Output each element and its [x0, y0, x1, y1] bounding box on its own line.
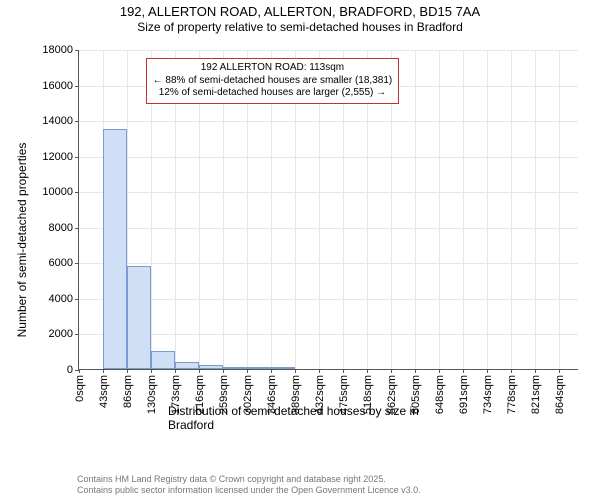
xtick-mark: [271, 369, 272, 373]
gridline-h: [79, 121, 578, 122]
gridline-h: [79, 192, 578, 193]
gridline-h: [79, 334, 578, 335]
histogram-bar: [103, 129, 127, 369]
ytick-label: 14000: [42, 115, 79, 127]
xtick-mark: [559, 369, 560, 373]
gridline-h: [79, 299, 578, 300]
gridline-v: [559, 50, 560, 369]
chart-container: Number of semi-detached properties 02000…: [28, 40, 588, 440]
gridline-v: [463, 50, 464, 369]
gridline-h: [79, 157, 578, 158]
histogram-bar: [223, 367, 247, 369]
xtick-mark: [79, 369, 80, 373]
xtick-label: 0sqm: [72, 375, 86, 402]
title-line2: Size of property relative to semi-detach…: [0, 20, 600, 34]
annotation-line1: 192 ALLERTON ROAD: 113sqm: [153, 62, 393, 75]
xtick-label: 864sqm: [552, 375, 566, 414]
xtick-mark: [175, 369, 176, 373]
gridline-h: [79, 263, 578, 264]
gridline-v: [439, 50, 440, 369]
xtick-label: 86sqm: [120, 375, 134, 408]
gridline-h: [79, 228, 578, 229]
ytick-label: 8000: [49, 222, 79, 234]
xtick-mark: [439, 369, 440, 373]
ytick-label: 4000: [49, 293, 79, 305]
y-axis-label: Number of semi-detached properties: [15, 143, 29, 338]
xtick-mark: [487, 369, 488, 373]
histogram-bar: [127, 266, 151, 369]
gridline-h: [79, 50, 578, 51]
title-line1: 192, ALLERTON ROAD, ALLERTON, BRADFORD, …: [0, 4, 600, 20]
xtick-mark: [103, 369, 104, 373]
xtick-mark: [223, 369, 224, 373]
histogram-bar: [175, 362, 199, 369]
xtick-mark: [391, 369, 392, 373]
xtick-mark: [127, 369, 128, 373]
gridline-v: [415, 50, 416, 369]
gridline-v: [487, 50, 488, 369]
xtick-mark: [511, 369, 512, 373]
ytick-label: 6000: [49, 257, 79, 269]
xtick-label: 130sqm: [144, 375, 158, 414]
xtick-mark: [367, 369, 368, 373]
xtick-mark: [247, 369, 248, 373]
plot-area: 0200040006000800010000120001400016000180…: [78, 50, 578, 370]
xtick-mark: [151, 369, 152, 373]
histogram-bar: [271, 367, 295, 369]
gridline-v: [511, 50, 512, 369]
xtick-mark: [463, 369, 464, 373]
annotation-box: 192 ALLERTON ROAD: 113sqm← 88% of semi-d…: [146, 58, 400, 104]
histogram-bar: [199, 365, 223, 369]
footer-attribution: Contains HM Land Registry data © Crown c…: [77, 474, 421, 497]
annotation-line2: ← 88% of semi-detached houses are smalle…: [153, 75, 393, 88]
xtick-label: 821sqm: [528, 375, 542, 414]
xtick-mark: [295, 369, 296, 373]
histogram-bar: [151, 351, 175, 369]
xtick-mark: [319, 369, 320, 373]
ytick-label: 2000: [49, 328, 79, 340]
gridline-v: [535, 50, 536, 369]
chart-title-block: 192, ALLERTON ROAD, ALLERTON, BRADFORD, …: [0, 0, 600, 34]
annotation-line3: 12% of semi-detached houses are larger (…: [153, 87, 393, 100]
xtick-label: 734sqm: [480, 375, 494, 414]
ytick-label: 12000: [42, 151, 79, 163]
x-axis-label: Distribution of semi-detached houses by …: [168, 404, 448, 432]
ytick-label: 16000: [42, 80, 79, 92]
ytick-label: 10000: [42, 186, 79, 198]
xtick-mark: [343, 369, 344, 373]
xtick-mark: [535, 369, 536, 373]
histogram-bar: [247, 367, 271, 369]
xtick-label: 43sqm: [96, 375, 110, 408]
xtick-mark: [199, 369, 200, 373]
footer-line1: Contains HM Land Registry data © Crown c…: [77, 474, 421, 485]
xtick-label: 691sqm: [456, 375, 470, 414]
xtick-mark: [415, 369, 416, 373]
ytick-label: 18000: [42, 44, 79, 56]
xtick-label: 778sqm: [504, 375, 518, 414]
footer-line2: Contains public sector information licen…: [77, 485, 421, 496]
